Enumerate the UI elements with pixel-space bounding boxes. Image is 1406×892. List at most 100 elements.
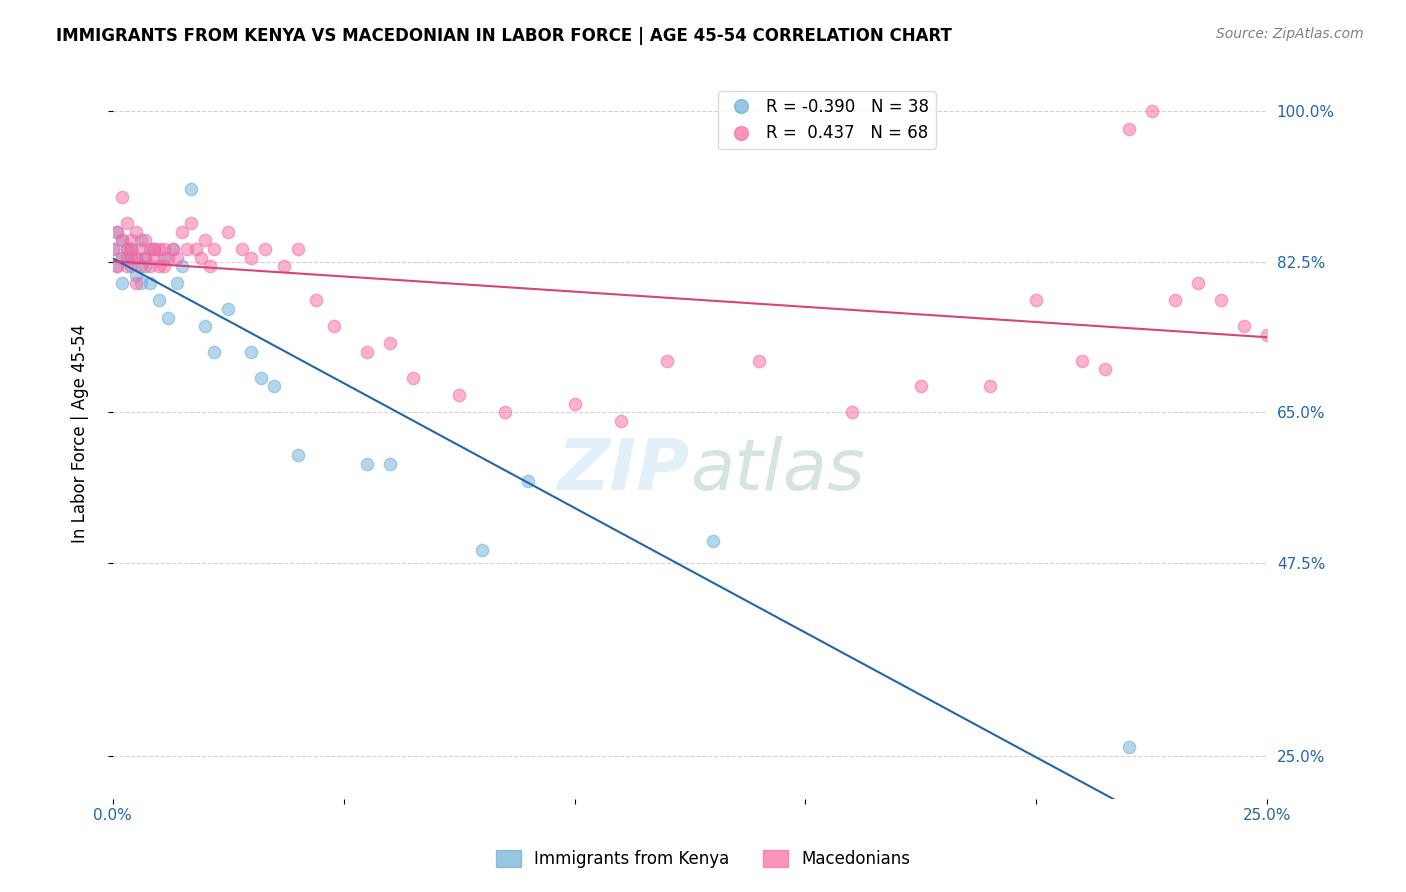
Macedonians bbox=[129, 259, 152, 273]
Macedonians bbox=[115, 259, 138, 273]
Macedonians bbox=[190, 251, 212, 265]
Immigrants from Kenya bbox=[152, 251, 174, 265]
Macedonians bbox=[143, 251, 166, 265]
Macedonians bbox=[162, 242, 184, 256]
Macedonians bbox=[180, 216, 202, 230]
Macedonians bbox=[120, 242, 142, 256]
Immigrants from Kenya bbox=[287, 448, 309, 462]
Macedonians bbox=[1256, 327, 1278, 342]
Immigrants from Kenya bbox=[129, 277, 152, 291]
Immigrants from Kenya bbox=[378, 457, 401, 471]
Immigrants from Kenya bbox=[125, 268, 148, 282]
Macedonians bbox=[240, 251, 263, 265]
Macedonians bbox=[254, 242, 277, 256]
Immigrants from Kenya bbox=[356, 457, 378, 471]
Macedonians bbox=[125, 251, 148, 265]
Macedonians bbox=[172, 225, 194, 239]
Macedonians bbox=[176, 242, 198, 256]
Macedonians bbox=[107, 225, 129, 239]
Immigrants from Kenya bbox=[148, 293, 170, 308]
Macedonians bbox=[148, 242, 170, 256]
Macedonians bbox=[1071, 353, 1094, 368]
Macedonians bbox=[129, 242, 152, 256]
Immigrants from Kenya bbox=[111, 233, 134, 247]
Macedonians bbox=[494, 405, 516, 419]
Macedonians bbox=[1118, 121, 1140, 136]
Text: Source: ZipAtlas.com: Source: ZipAtlas.com bbox=[1216, 27, 1364, 41]
Macedonians bbox=[157, 251, 180, 265]
Macedonians bbox=[323, 319, 346, 334]
Macedonians bbox=[655, 353, 678, 368]
Immigrants from Kenya bbox=[120, 242, 142, 256]
Macedonians bbox=[120, 251, 142, 265]
Immigrants from Kenya bbox=[249, 371, 271, 385]
Immigrants from Kenya bbox=[107, 225, 129, 239]
Text: atlas: atlas bbox=[690, 435, 865, 505]
Immigrants from Kenya bbox=[125, 251, 148, 265]
Immigrants from Kenya bbox=[204, 345, 226, 359]
Immigrants from Kenya bbox=[194, 319, 217, 334]
Macedonians bbox=[134, 251, 156, 265]
Macedonians bbox=[198, 259, 221, 273]
Macedonians bbox=[152, 259, 174, 273]
Immigrants from Kenya bbox=[120, 259, 142, 273]
Macedonians bbox=[273, 259, 295, 273]
Macedonians bbox=[125, 225, 148, 239]
Immigrants from Kenya bbox=[134, 251, 156, 265]
Macedonians bbox=[841, 405, 863, 419]
Macedonians bbox=[101, 242, 124, 256]
Macedonians bbox=[1187, 277, 1209, 291]
Macedonians bbox=[139, 242, 162, 256]
Macedonians bbox=[134, 233, 156, 247]
Macedonians bbox=[378, 336, 401, 351]
Macedonians bbox=[609, 414, 631, 428]
Macedonians bbox=[204, 242, 226, 256]
Text: IMMIGRANTS FROM KENYA VS MACEDONIAN IN LABOR FORCE | AGE 45-54 CORRELATION CHART: IMMIGRANTS FROM KENYA VS MACEDONIAN IN L… bbox=[56, 27, 952, 45]
Immigrants from Kenya bbox=[134, 259, 156, 273]
Immigrants from Kenya bbox=[129, 233, 152, 247]
Immigrants from Kenya bbox=[172, 259, 194, 273]
Legend: Immigrants from Kenya, Macedonians: Immigrants from Kenya, Macedonians bbox=[489, 843, 917, 875]
Immigrants from Kenya bbox=[143, 242, 166, 256]
Macedonians bbox=[115, 242, 138, 256]
Macedonians bbox=[111, 233, 134, 247]
Macedonians bbox=[748, 353, 770, 368]
Macedonians bbox=[1209, 293, 1232, 308]
Immigrants from Kenya bbox=[471, 542, 494, 557]
Macedonians bbox=[115, 216, 138, 230]
Y-axis label: In Labor Force | Age 45-54: In Labor Force | Age 45-54 bbox=[72, 324, 89, 543]
Macedonians bbox=[139, 259, 162, 273]
Immigrants from Kenya bbox=[107, 259, 129, 273]
Macedonians bbox=[231, 242, 253, 256]
Macedonians bbox=[1025, 293, 1047, 308]
Immigrants from Kenya bbox=[115, 251, 138, 265]
Immigrants from Kenya bbox=[702, 534, 724, 549]
Macedonians bbox=[356, 345, 378, 359]
Macedonians bbox=[1094, 362, 1116, 376]
Macedonians bbox=[143, 242, 166, 256]
Legend: R = -0.390   N = 38, R =  0.437   N = 68: R = -0.390 N = 38, R = 0.437 N = 68 bbox=[717, 92, 935, 149]
Immigrants from Kenya bbox=[111, 277, 134, 291]
Immigrants from Kenya bbox=[240, 345, 263, 359]
Macedonians bbox=[125, 277, 148, 291]
Macedonians bbox=[1233, 319, 1256, 334]
Macedonians bbox=[564, 396, 586, 410]
Macedonians bbox=[217, 225, 239, 239]
Macedonians bbox=[148, 259, 170, 273]
Text: ZIP: ZIP bbox=[558, 435, 690, 505]
Macedonians bbox=[194, 233, 217, 247]
Immigrants from Kenya bbox=[1118, 740, 1140, 755]
Macedonians bbox=[111, 190, 134, 204]
Macedonians bbox=[402, 371, 425, 385]
Macedonians bbox=[1140, 104, 1163, 119]
Immigrants from Kenya bbox=[111, 251, 134, 265]
Macedonians bbox=[1163, 293, 1185, 308]
Macedonians bbox=[166, 251, 188, 265]
Immigrants from Kenya bbox=[517, 474, 540, 488]
Immigrants from Kenya bbox=[263, 379, 285, 393]
Macedonians bbox=[120, 233, 142, 247]
Immigrants from Kenya bbox=[101, 242, 124, 256]
Immigrants from Kenya bbox=[139, 277, 162, 291]
Immigrants from Kenya bbox=[162, 242, 184, 256]
Macedonians bbox=[305, 293, 328, 308]
